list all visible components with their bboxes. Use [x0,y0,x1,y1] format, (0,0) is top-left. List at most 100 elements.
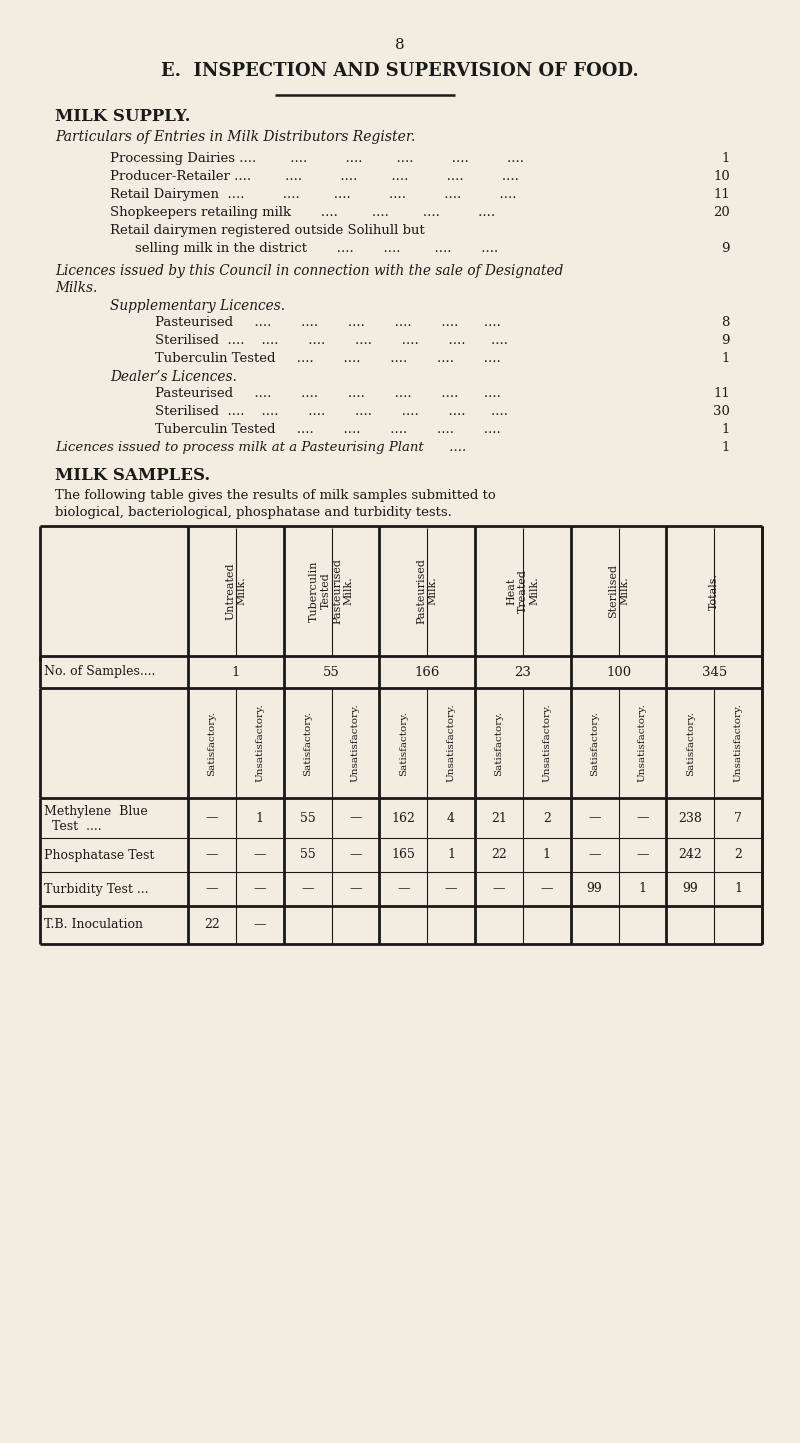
Text: Unsatisfactory.: Unsatisfactory. [734,704,742,782]
Text: 1: 1 [722,442,730,455]
Text: 100: 100 [606,665,631,678]
Text: No. of Samples....: No. of Samples.... [44,665,155,678]
Text: Licences issued to process milk at a Pasteurising Plant      ....: Licences issued to process milk at a Pas… [55,442,466,455]
Text: —: — [254,848,266,861]
Text: 2: 2 [543,811,550,824]
Text: 4: 4 [447,811,455,824]
Text: 22: 22 [204,919,220,932]
Text: 10: 10 [714,170,730,183]
Text: selling milk in the district       ....       ....        ....       ....: selling milk in the district .... .... .… [135,242,498,255]
Text: Tuberculin Tested     ....       ....       ....       ....       ....: Tuberculin Tested .... .... .... .... ..… [155,352,501,365]
Text: Unsatisfactory.: Unsatisfactory. [446,704,455,782]
Text: Methylene  Blue: Methylene Blue [44,805,148,818]
Text: Particulars of Entries in Milk Distributors Register.: Particulars of Entries in Milk Distribut… [55,130,415,144]
Text: Heat
Treated
Milk.: Heat Treated Milk. [506,569,539,613]
Text: Satisfactory.: Satisfactory. [207,710,217,775]
Text: Satisfactory.: Satisfactory. [686,710,694,775]
Text: —: — [254,883,266,896]
Text: 1: 1 [734,883,742,896]
Text: 242: 242 [678,848,702,861]
Text: —: — [349,848,362,861]
Text: —: — [206,883,218,896]
Text: Pasteurised     ....       ....       ....       ....       ....      ....: Pasteurised .... .... .... .... .... ...… [155,316,501,329]
Text: —: — [588,811,601,824]
Text: 1: 1 [447,848,455,861]
Text: 1: 1 [542,848,550,861]
Text: 8: 8 [722,316,730,329]
Text: MILK SAMPLES.: MILK SAMPLES. [55,468,210,483]
Text: Satisfactory.: Satisfactory. [590,710,599,775]
Text: Totals.: Totals. [709,573,719,609]
Text: 21: 21 [491,811,507,824]
Text: 1: 1 [722,423,730,436]
Text: Licences issued by this Council in connection with the sale of Designated: Licences issued by this Council in conne… [55,264,563,278]
Text: Satisfactory.: Satisfactory. [303,710,312,775]
Text: Shopkeepers retailing milk       ....        ....        ....         ....: Shopkeepers retailing milk .... .... ...… [110,206,495,219]
Text: 55: 55 [300,848,315,861]
Text: Untreated
Milk.: Untreated Milk. [225,563,246,619]
Text: 7: 7 [734,811,742,824]
Text: 166: 166 [414,665,440,678]
Text: Sterilised
Milk.: Sterilised Milk. [608,564,630,618]
Text: —: — [349,811,362,824]
Text: Satisfactory.: Satisfactory. [398,710,408,775]
Text: —: — [254,919,266,932]
Text: 1: 1 [722,152,730,165]
Text: Pasteurised     ....       ....       ....       ....       ....      ....: Pasteurised .... .... .... .... .... ...… [155,387,501,400]
Text: 23: 23 [514,665,531,678]
Text: 2: 2 [734,848,742,861]
Text: Pasteurised
Milk.: Pasteurised Milk. [416,558,438,623]
Text: —: — [206,848,218,861]
Text: T.B. Inoculation: T.B. Inoculation [44,919,143,932]
Text: Unsatisfactory.: Unsatisfactory. [638,704,647,782]
Text: 22: 22 [491,848,506,861]
Text: Satisfactory.: Satisfactory. [494,710,503,775]
Text: Phosphatase Test: Phosphatase Test [44,848,154,861]
Text: Tuberculin Tested     ....       ....       ....       ....       ....: Tuberculin Tested .... .... .... .... ..… [155,423,501,436]
Text: Unsatisfactory.: Unsatisfactory. [255,704,264,782]
Text: 99: 99 [682,883,698,896]
Text: —: — [445,883,458,896]
Text: —: — [349,883,362,896]
Text: Sterilised  ....    ....       ....       ....       ....       ....      ....: Sterilised .... .... .... .... .... ....… [155,333,508,346]
Text: Unsatisfactory.: Unsatisfactory. [542,704,551,782]
Text: 8: 8 [395,38,405,52]
Text: Milks.: Milks. [55,281,98,294]
Text: 9: 9 [722,242,730,255]
Text: 162: 162 [391,811,415,824]
Text: —: — [541,883,553,896]
Text: —: — [302,883,314,896]
Text: Dealer’s Licences.: Dealer’s Licences. [110,369,237,384]
Text: 55: 55 [300,811,315,824]
Text: 165: 165 [391,848,415,861]
Text: —: — [206,811,218,824]
Text: Unsatisfactory.: Unsatisfactory. [351,704,360,782]
Text: 1: 1 [232,665,240,678]
Text: 30: 30 [713,405,730,418]
Text: Retail dairymen registered outside Solihull but: Retail dairymen registered outside Solih… [110,224,425,237]
Text: 11: 11 [714,387,730,400]
Text: Tuberculin
Tested
Pasteurised
Milk.: Tuberculin Tested Pasteurised Milk. [309,558,354,623]
Text: 345: 345 [702,665,726,678]
Text: 20: 20 [714,206,730,219]
Text: —: — [636,811,649,824]
Text: 99: 99 [586,883,602,896]
Text: 238: 238 [678,811,702,824]
Text: Test  ....: Test .... [44,821,102,834]
Text: E.  INSPECTION AND SUPERVISION OF FOOD.: E. INSPECTION AND SUPERVISION OF FOOD. [161,62,639,79]
Text: 1: 1 [722,352,730,365]
Text: 9: 9 [722,333,730,346]
Text: MILK SUPPLY.: MILK SUPPLY. [55,108,190,126]
Text: —: — [588,848,601,861]
Text: Supplementary Licences.: Supplementary Licences. [110,299,285,313]
Text: Sterilised  ....    ....       ....       ....       ....       ....      ....: Sterilised .... .... .... .... .... ....… [155,405,508,418]
Text: Retail Dairymen  ....         ....        ....         ....         ....        : Retail Dairymen .... .... .... .... .... [110,188,517,201]
Text: —: — [397,883,410,896]
Text: 1: 1 [638,883,646,896]
Text: biological, bacteriological, phosphatase and turbidity tests.: biological, bacteriological, phosphatase… [55,506,452,519]
Text: —: — [493,883,505,896]
Text: 1: 1 [256,811,264,824]
Text: The following table gives the results of milk samples submitted to: The following table gives the results of… [55,489,496,502]
Text: Processing Dairies ....        ....         ....        ....         ....       : Processing Dairies .... .... .... .... .… [110,152,524,165]
Text: Turbidity Test ...: Turbidity Test ... [44,883,149,896]
